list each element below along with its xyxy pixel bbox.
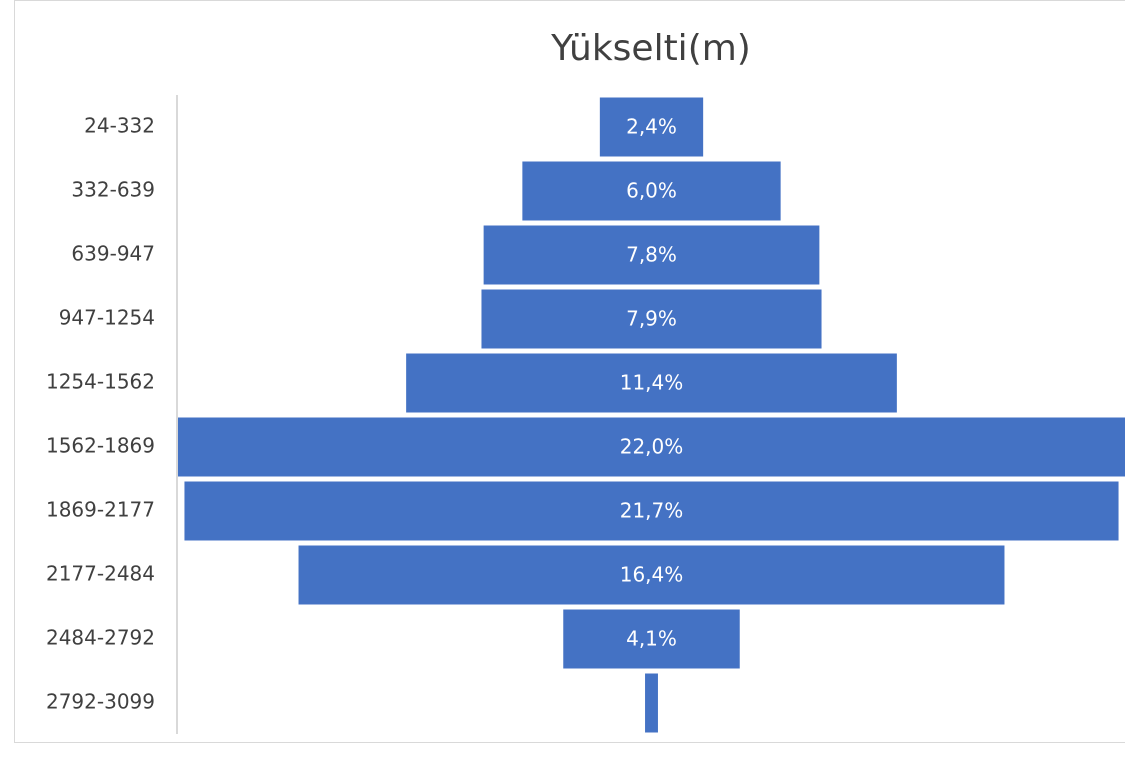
bar (298, 545, 1005, 605)
bar (563, 609, 740, 669)
bar (599, 97, 704, 157)
category-label: 24-332 (84, 114, 155, 138)
bar (522, 161, 781, 221)
category-label: 1562-1869 (46, 434, 155, 458)
category-label: 2792-3099 (46, 690, 155, 714)
chart-title: Yükselti(m) (550, 28, 751, 69)
bar (406, 353, 897, 413)
data-label: 7,9% (626, 307, 677, 331)
data-label: 21,7% (620, 499, 684, 523)
data-label: 2,4% (626, 115, 677, 139)
bar (481, 289, 822, 349)
category-label: 2484-2792 (46, 626, 155, 650)
category-label: 947-1254 (59, 306, 155, 330)
bar (184, 481, 1119, 541)
category-label: 332-639 (71, 178, 155, 202)
data-label: 22,0% (620, 435, 684, 459)
bar (178, 417, 1125, 477)
category-label: 1869-2177 (46, 498, 155, 522)
data-label: 11,4% (620, 371, 684, 395)
data-label: 7,8% (626, 243, 677, 267)
bar (645, 673, 658, 733)
bar (483, 225, 820, 285)
data-label: 4,1% (626, 627, 677, 651)
category-label: 2177-2484 (46, 562, 155, 586)
data-label: 16,4% (620, 563, 684, 587)
category-label: 639-947 (71, 242, 155, 266)
category-label: 1254-1562 (46, 370, 155, 394)
data-label: 6,0% (626, 179, 677, 203)
